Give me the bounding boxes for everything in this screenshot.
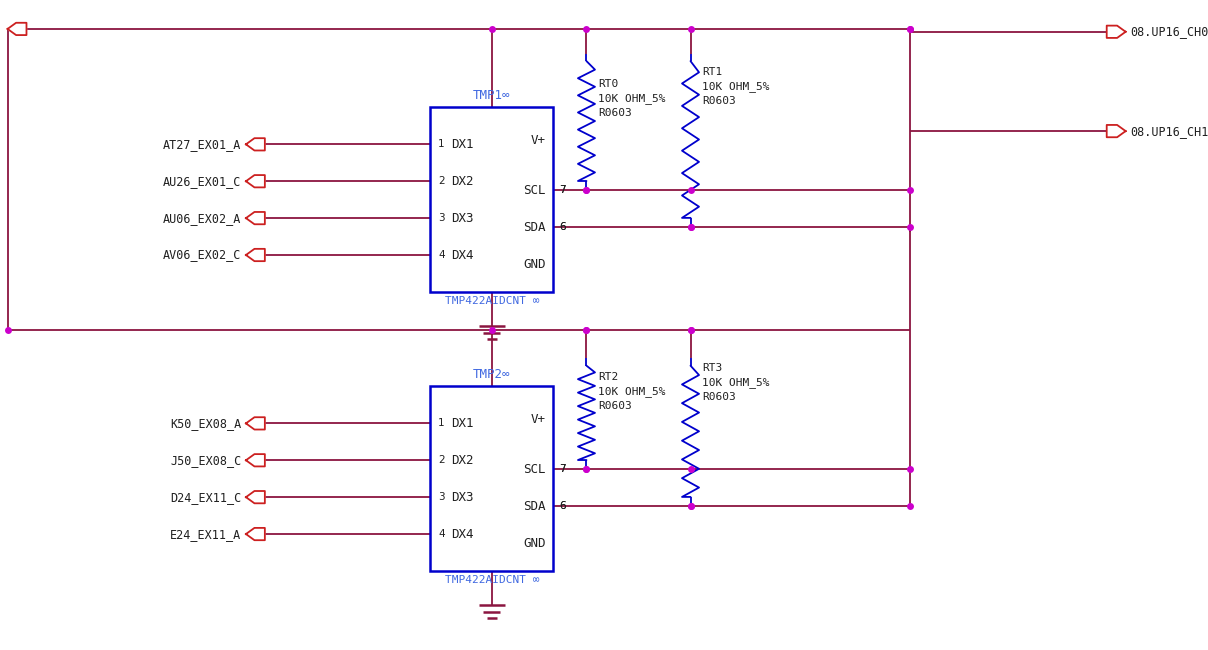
Text: SCL: SCL	[523, 463, 546, 476]
Text: 3: 3	[439, 492, 445, 502]
Text: SCL: SCL	[523, 184, 546, 197]
Text: 2: 2	[439, 176, 445, 186]
Polygon shape	[7, 23, 27, 35]
Text: RT1
10K OHM_5%
R0603: RT1 10K OHM_5% R0603	[702, 67, 769, 106]
Text: 7: 7	[559, 465, 565, 474]
Text: 08.UP16_CH0: 08.UP16_CH0	[1131, 25, 1208, 38]
Text: V+: V+	[530, 134, 546, 147]
Polygon shape	[246, 417, 265, 430]
Text: 6: 6	[559, 501, 565, 512]
Text: SDA: SDA	[523, 500, 546, 513]
Text: 1: 1	[439, 419, 445, 428]
Polygon shape	[1107, 25, 1126, 38]
Polygon shape	[246, 175, 265, 187]
Text: E24_EX11_A: E24_EX11_A	[170, 528, 242, 541]
Polygon shape	[246, 454, 265, 467]
Text: 6: 6	[559, 222, 565, 232]
Polygon shape	[246, 528, 265, 540]
Text: J50_EX08_C: J50_EX08_C	[170, 454, 242, 467]
Text: AV06_EX02_C: AV06_EX02_C	[163, 248, 242, 261]
Text: 4: 4	[439, 250, 445, 260]
Polygon shape	[246, 249, 265, 261]
Polygon shape	[246, 491, 265, 503]
Text: 3: 3	[439, 213, 445, 223]
Text: TMP1∞: TMP1∞	[474, 89, 511, 102]
Text: AT27_EX01_A: AT27_EX01_A	[163, 138, 242, 151]
Text: TMP2∞: TMP2∞	[474, 368, 511, 381]
Text: V+: V+	[530, 413, 546, 426]
Text: TMP422AIDCNT ∞: TMP422AIDCNT ∞	[445, 296, 539, 306]
Text: 2: 2	[439, 455, 445, 465]
Text: DX1: DX1	[452, 417, 474, 430]
Text: 7: 7	[559, 465, 565, 474]
Text: AU06_EX02_A: AU06_EX02_A	[163, 212, 242, 225]
Text: 7: 7	[559, 185, 565, 196]
Bar	[430, 387, 553, 571]
Text: GND: GND	[523, 537, 546, 550]
Text: 4: 4	[439, 529, 445, 539]
Text: DX4: DX4	[452, 248, 474, 261]
Text: 6: 6	[559, 501, 565, 512]
Text: 1: 1	[439, 139, 445, 150]
Text: DX3: DX3	[452, 491, 474, 504]
Text: SDA: SDA	[523, 221, 546, 234]
Text: DX2: DX2	[452, 175, 474, 188]
Text: RT3
10K OHM_5%
R0603: RT3 10K OHM_5% R0603	[702, 363, 769, 402]
Text: GND: GND	[523, 258, 546, 271]
Polygon shape	[246, 138, 265, 151]
Text: TMP422AIDCNT ∞: TMP422AIDCNT ∞	[445, 575, 539, 585]
Text: DX4: DX4	[452, 528, 474, 541]
Text: AU26_EX01_C: AU26_EX01_C	[163, 175, 242, 188]
Polygon shape	[1107, 125, 1126, 137]
Text: K50_EX08_A: K50_EX08_A	[170, 417, 242, 430]
Bar	[430, 107, 553, 292]
Text: DX1: DX1	[452, 138, 474, 151]
Text: 7: 7	[559, 185, 565, 196]
Text: DX2: DX2	[452, 454, 474, 467]
Polygon shape	[246, 212, 265, 224]
Text: RT0
10K OHM_5%
R0603: RT0 10K OHM_5% R0603	[598, 79, 666, 118]
Text: RT2
10K OHM_5%
R0603: RT2 10K OHM_5% R0603	[598, 372, 666, 411]
Text: DX3: DX3	[452, 212, 474, 225]
Text: 08.UP16_CH1: 08.UP16_CH1	[1131, 125, 1208, 138]
Text: 6: 6	[559, 222, 565, 232]
Text: D24_EX11_C: D24_EX11_C	[170, 491, 242, 504]
